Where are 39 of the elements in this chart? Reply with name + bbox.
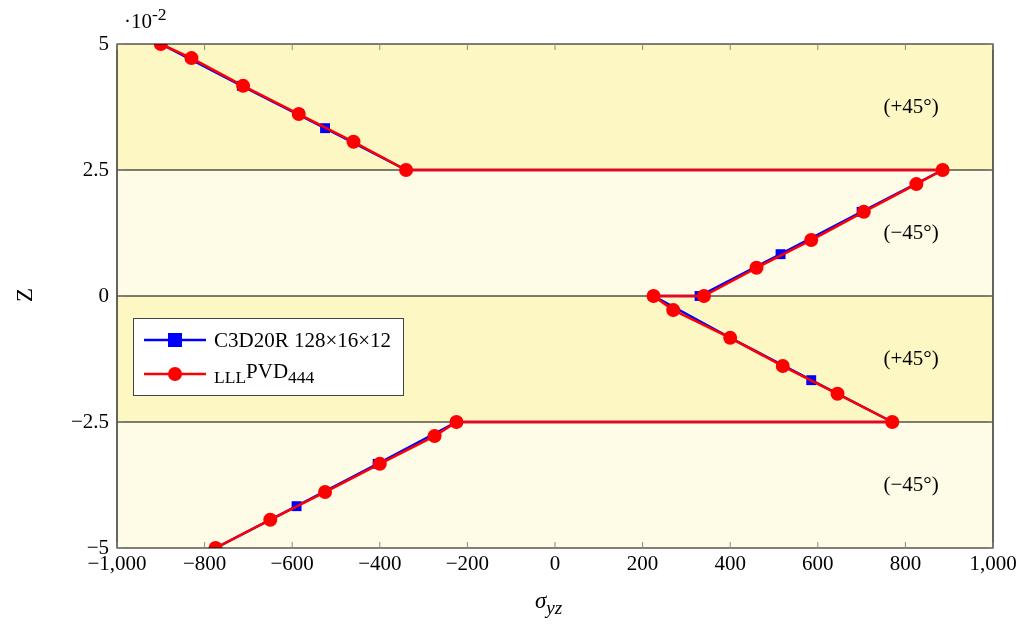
x-tick-label: −800 [182,551,227,576]
x-tick-label: 200 [626,551,659,576]
band-label: (+45°) [883,345,939,370]
x-tick-label: 600 [802,551,834,576]
point [372,456,387,471]
x-tick-label: 1,000 [969,551,1017,576]
point [666,303,681,318]
x-tick-label: 0 [549,551,561,576]
x-tick-label: 800 [889,551,922,576]
y-axis-title: Z [12,287,39,303]
y-tick-label: 5 [98,30,109,55]
point [184,51,199,66]
point [749,260,764,275]
point [291,107,306,122]
y-tick-label: 2.5 [82,156,109,181]
band-label: (−45°) [883,219,939,244]
x-tick-label: −200 [445,551,490,576]
point [236,78,251,93]
x-tick-label: −400 [358,551,402,576]
x-tick-label: −600 [270,551,314,576]
point [856,204,871,219]
band-label: (−45°) [883,471,939,496]
point [804,233,819,248]
x-tick-label: 400 [714,551,746,576]
point [909,177,924,192]
legend-label: C3D20R 128×16×12 [214,327,392,353]
y-tick-label: 0 [98,282,109,307]
legend-label: $_{LLL}$PVD$_{444}$ [214,359,315,389]
point [775,359,790,374]
point [318,485,333,500]
text: ·10$^{-2}$ [124,4,167,34]
x-axis-title: σ$_{yz}$ [535,588,563,619]
y-tick-label: −2.5 [70,408,109,433]
point [696,289,711,303]
point [830,386,845,401]
point [346,134,361,149]
point [427,429,442,444]
band-label: (+45°) [883,93,939,118]
point [263,512,278,527]
